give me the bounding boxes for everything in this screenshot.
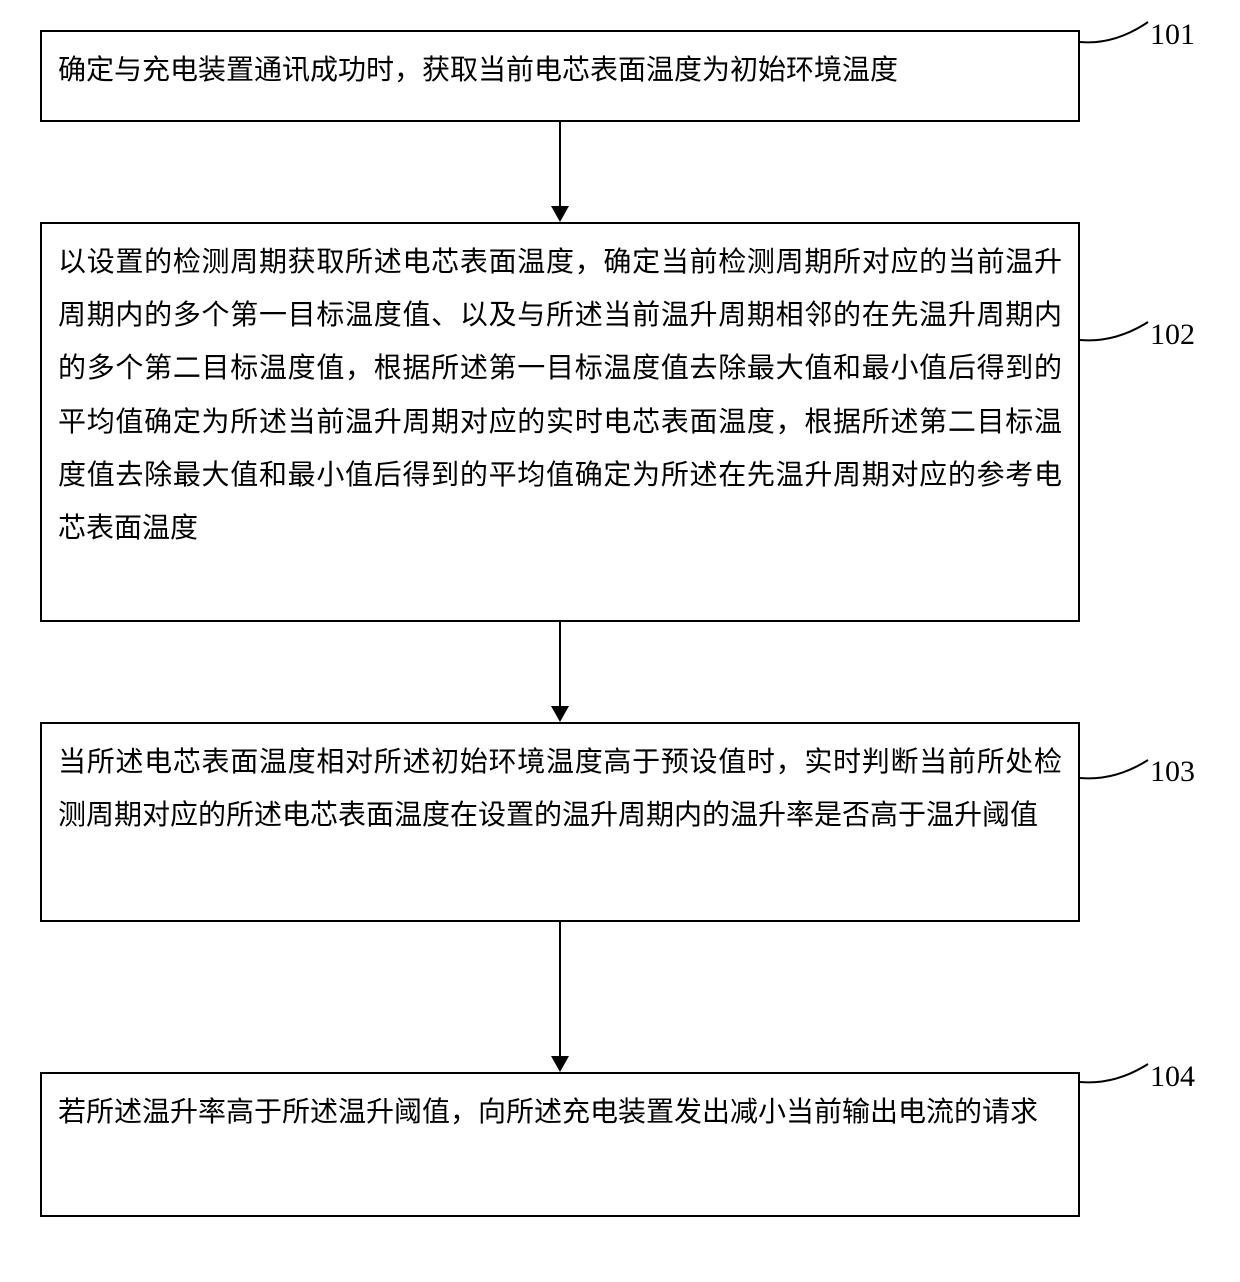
arrow-1-2 xyxy=(559,122,561,208)
arrow-head-2-3 xyxy=(551,706,569,722)
arrow-3-4 xyxy=(559,922,561,1058)
flow-node-1: 确定与充电装置通讯成功时，获取当前电芯表面温度为初始环境温度 xyxy=(40,30,1080,122)
flow-node-3-text: 当所述电芯表面温度相对所述初始环境温度高于预设值时，实时判断当前所处检测周期对应… xyxy=(58,736,1062,842)
flow-label-1: 101 xyxy=(1150,18,1195,52)
connector-3 xyxy=(1080,748,1150,788)
arrow-2-3 xyxy=(559,622,561,708)
flow-node-3: 当所述电芯表面温度相对所述初始环境温度高于预设值时，实时判断当前所处检测周期对应… xyxy=(40,722,1080,922)
flow-label-2: 102 xyxy=(1150,318,1195,352)
flow-node-1-text: 确定与充电装置通讯成功时，获取当前电芯表面温度为初始环境温度 xyxy=(58,44,1062,97)
flow-label-4: 104 xyxy=(1150,1060,1195,1094)
arrow-head-3-4 xyxy=(551,1056,569,1072)
flow-node-4: 若所述温升率高于所述温升阈值，向所述充电装置发出减小当前输出电流的请求 xyxy=(40,1072,1080,1217)
connector-1 xyxy=(1080,10,1150,50)
flow-node-2: 以设置的检测周期获取所述电芯表面温度，确定当前检测周期所对应的当前温升周期内的多… xyxy=(40,222,1080,622)
flow-node-4-text: 若所述温升率高于所述温升阈值，向所述充电装置发出减小当前输出电流的请求 xyxy=(58,1086,1062,1139)
flow-node-2-text: 以设置的检测周期获取所述电芯表面温度，确定当前检测周期所对应的当前温升周期内的多… xyxy=(58,236,1062,555)
arrow-head-1-2 xyxy=(551,206,569,222)
flowchart-container: 确定与充电装置通讯成功时，获取当前电芯表面温度为初始环境温度 101 以设置的检… xyxy=(0,0,1240,1282)
flow-label-3: 103 xyxy=(1150,755,1195,789)
connector-2 xyxy=(1080,310,1150,350)
connector-4 xyxy=(1080,1052,1150,1092)
